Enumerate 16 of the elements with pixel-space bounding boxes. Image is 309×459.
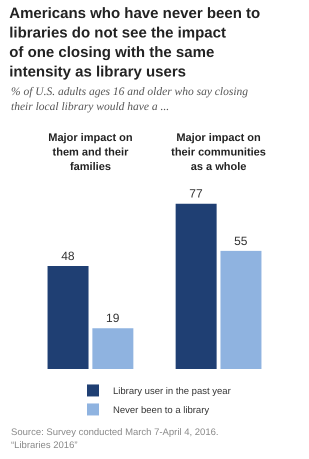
chart-title: Americans who have never been to libraries do not see the impact of one closing with the same intensity as library users (9, 5, 260, 80)
bar (220, 250, 262, 369)
legend-label: Never been to a library (113, 405, 210, 416)
data-label: 19 (106, 311, 120, 326)
data-label: 77 (189, 186, 203, 201)
bar (176, 204, 217, 369)
chart-subtitle: % of U.S. adults ages 16 and older who say closing their local library would have a ... (11, 86, 248, 113)
bar (48, 266, 89, 369)
legend-label: Library user in the past year (113, 386, 231, 398)
x-tick-label: Major impact on them and their families (48, 132, 133, 173)
source-note: Source: Survey conducted March 7-April 4, 2016. (11, 427, 219, 438)
text: “Libraries 2016” (11, 440, 78, 451)
data-label: 55 (234, 234, 248, 248)
bar (92, 328, 134, 369)
x-tick-label: Major impact on their communities as a whole (171, 132, 266, 173)
data-label: 48 (61, 248, 75, 263)
